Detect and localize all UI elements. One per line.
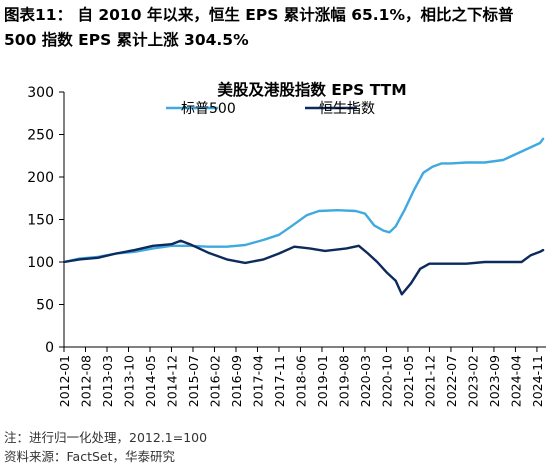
x-tick-label: 2021-12 bbox=[422, 355, 437, 407]
source-text: 资料来源：FactSet，华泰研究 bbox=[4, 449, 176, 464]
x-tick-label: 2017-11 bbox=[272, 355, 287, 407]
x-tick-label: 2019-01 bbox=[315, 355, 330, 407]
x-tick-label: 2012-08 bbox=[78, 355, 93, 407]
y-tick-label: 50 bbox=[36, 298, 54, 314]
x-tick-label: 2021-05 bbox=[401, 355, 416, 407]
x-tick-label: 2019-08 bbox=[336, 355, 351, 407]
x-tick-label: 2015-07 bbox=[186, 355, 201, 407]
y-tick-label: 0 bbox=[45, 340, 54, 356]
x-tick-label: 2016-09 bbox=[229, 355, 244, 407]
figure-footer: 注：进行归一化处理，2012.1=100 资料来源：FactSet，华泰研究 bbox=[4, 428, 207, 466]
y-tick-label: 250 bbox=[27, 128, 54, 144]
figure-header: 图表11： 自 2010 年以来，恒生 EPS 累计涨幅 65.1%，相比之下标… bbox=[4, 3, 548, 53]
x-tick-label: 2013-03 bbox=[100, 355, 115, 407]
x-tick-label: 2018-06 bbox=[293, 355, 308, 407]
series-line-1 bbox=[62, 137, 545, 264]
x-tick-label: 2014-12 bbox=[164, 355, 179, 407]
x-tick-label: 2013-10 bbox=[121, 355, 136, 407]
legend-label-1: 标普500 bbox=[181, 101, 236, 117]
x-tick-label: 2023-02 bbox=[465, 355, 480, 407]
x-tick-label: 2022-07 bbox=[444, 355, 459, 407]
x-tick-label: 2016-02 bbox=[207, 355, 222, 407]
y-tick-label: 200 bbox=[27, 170, 54, 186]
footnote-text: 注：进行归一化处理，2012.1=100 bbox=[4, 430, 208, 445]
x-tick-label: 2024-04 bbox=[508, 355, 523, 407]
x-tick-label: 2023-09 bbox=[487, 355, 502, 407]
x-tick-label: 2020-03 bbox=[358, 355, 373, 407]
series-line-2 bbox=[62, 239, 545, 296]
figure-caption-line-1: 图表11： 自 2010 年以来，恒生 EPS 累计涨幅 65.1%，相比之下标… bbox=[4, 6, 514, 24]
figure-caption-line-2: 500 指数 EPS 累计上涨 304.5% bbox=[4, 31, 249, 49]
x-tick-label: 2020-10 bbox=[379, 355, 394, 407]
legend-label-2: 恒生指数 bbox=[319, 101, 375, 117]
x-tick-label: 2024-11 bbox=[530, 355, 545, 407]
y-tick-label: 300 bbox=[27, 85, 54, 101]
x-tick-label: 2014-05 bbox=[143, 355, 158, 407]
y-tick-label: 150 bbox=[27, 213, 54, 229]
y-tick-label: 100 bbox=[27, 255, 54, 271]
chart-title: 美股及港股指数 EPS TTM bbox=[217, 80, 406, 99]
x-tick-label: 2017-04 bbox=[250, 355, 265, 407]
x-tick-label: 2012-01 bbox=[57, 355, 72, 407]
